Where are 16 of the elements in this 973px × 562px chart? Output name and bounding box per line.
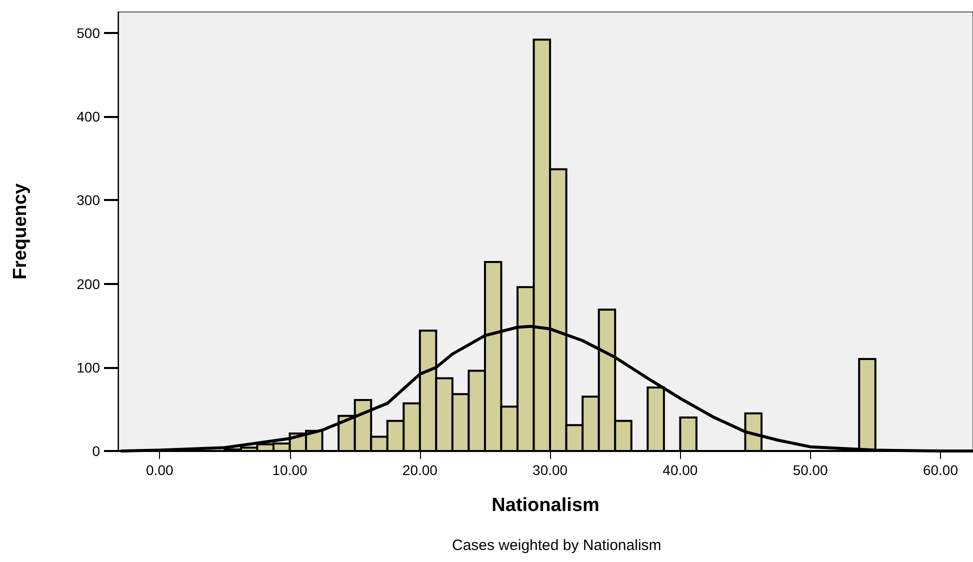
x-tick-label: 30.00 [532, 462, 568, 478]
y-axis-title: Frequency [10, 183, 31, 280]
y-tick-label: 100 [76, 359, 100, 376]
x-tick-label: 60.00 [922, 462, 958, 478]
y-tick-label: 0 [92, 443, 100, 459]
y-tick-label: 400 [76, 108, 100, 125]
text: Cases weighted by Nationalism [452, 537, 662, 554]
y-tick-label: 300 [76, 192, 100, 208]
y-tick-label: 200 [76, 276, 100, 292]
x-tick-label: 10.00 [272, 462, 308, 478]
x-tick-label: 40.00 [662, 462, 698, 478]
x-axis-title: Nationalism [492, 495, 600, 516]
x-tick-label: 20.00 [402, 462, 438, 478]
x-tick-label: 0.00 [146, 462, 174, 478]
y-tick-label: 500 [76, 24, 100, 41]
x-tick-label: 50.00 [792, 462, 828, 478]
